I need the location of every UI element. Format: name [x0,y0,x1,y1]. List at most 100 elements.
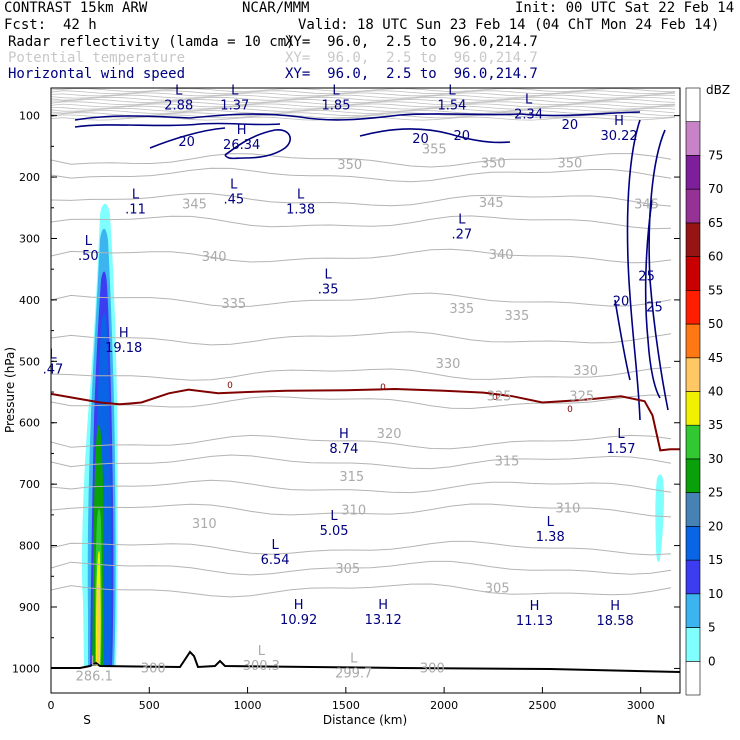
extremum-value-15: 8.74 [329,442,358,457]
extremum-value-16: 1.57 [607,442,636,457]
stratosphere-contour-9 [50,107,676,112]
colorbar-label-12: 60 [708,250,723,264]
theta-label-14: 325 [487,389,512,404]
y-tick-label-3: 400 [19,294,40,307]
stratosphere-contour-1 [50,90,676,95]
wind-contour-2 [224,129,291,160]
extremum-type-2: L [332,83,340,98]
stratosphere-contour-7 [50,103,676,108]
wind-speed-layer [74,111,669,421]
freezing-level-label-2: 0 [492,393,498,403]
extremum-type-22: H [530,599,540,614]
theta-label-7: 340 [202,250,227,265]
forecast-hour: 42 h [63,17,97,33]
freezing-level-line [50,387,680,452]
extremum-value-18: 1.38 [536,530,565,545]
theta-label-12: 330 [436,357,461,372]
theta-contour-0 [50,153,672,168]
colorbar-swatch-13 [685,222,701,257]
theta-label-24: 300 [141,661,166,676]
colorbar-label-4: 20 [708,519,723,533]
theta-contour-14 [50,560,672,576]
theta-label-9: 335 [221,297,246,312]
extremum-type-1: L [231,83,239,98]
org-label: NCAR/MMM [242,0,310,16]
x-tick-label-5: 2500 [528,699,556,712]
colorbar-swatch-2 [685,593,701,628]
reflectivity-cell-7 [97,583,100,666]
x-tick-label-4: 2000 [430,699,458,712]
theta-contour-2 [50,192,672,207]
theta-contour-1 [50,167,672,183]
colorbar-swatch-17 [685,87,701,123]
potential-temperature-layer [50,88,676,598]
theta-contour-7 [50,366,672,381]
extremum-type-21: H [378,598,388,613]
theta-label-19: 310 [341,504,366,519]
extremum-type-3: L [448,83,456,98]
reflectivity-layer [81,203,664,666]
wind-contour-label-0: 20 [178,135,195,150]
extremum-value-17: 5.05 [320,524,349,539]
freezing-level-label-1: 0 [380,383,386,393]
field-wind-xy: XY= 96.0, 2.5 to 96.0,214.7 [285,66,538,82]
stratosphere-contour-6 [50,101,676,106]
extremum-value-14: .47 [43,362,64,377]
colorbar-label-14: 70 [708,182,723,196]
x-tick-label-6: 3000 [627,699,655,712]
stratosphere-contour-10 [50,110,676,114]
wind-contour-8 [614,299,631,381]
colorbar-unit: dBZ [706,83,730,97]
theta-label-25: 300 [420,661,445,676]
extremum-type-12: L [325,268,333,283]
extremum-type-10: L [85,234,93,249]
extremum-value-20: 10.92 [280,613,317,628]
wind-contour-4 [359,128,511,144]
colorbar-layer: dBZ 0 5 10 15 20 25 30 35 40 45 50 55 60 65 70 75 [685,83,730,696]
extremum-type-19: L [271,538,279,553]
extremum-type-14: L [49,347,57,362]
theta-label-11: 335 [504,309,529,324]
extremum-type-25: L [350,651,358,666]
theta-label-20: 310 [192,517,217,532]
theta-contour-5 [50,292,672,308]
freezing-level-label-3: 0 [567,405,573,415]
y-tick-label-9: 1000 [12,662,40,675]
extremum-value-2: 1.85 [322,98,351,113]
y-tick-label-1: 200 [19,171,40,184]
field-theta-name: Potential temperature [8,50,186,66]
colorbar-label-7: 35 [708,418,723,432]
theta-label-16: 320 [377,427,402,442]
theta-label-1: 350 [337,158,362,173]
y-tick-label-0: 100 [19,110,40,123]
extremum-type-6: H [614,114,624,129]
colorbar-swatch-1 [685,627,701,662]
extremum-value-12: .35 [318,283,339,298]
extremum-value-8: .45 [223,192,244,207]
colorbar-swatch-15 [685,155,701,190]
theta-contour-13 [50,540,672,556]
colorbar-label-11: 55 [708,283,723,297]
wind-contour-5 [626,119,641,421]
stratosphere-contour-4 [50,96,676,101]
wind-contour-6 [648,129,669,411]
extremum-type-7: L [132,188,140,203]
theta-label-8: 340 [489,248,514,263]
theta-contour-4 [50,248,672,264]
x-tick-label-3: 1500 [332,699,360,712]
field-reflectivity-xy: XY= 96.0, 2.5 to 96.0,214.7 [285,34,538,50]
extremum-type-5: H [237,123,247,138]
extremum-type-18: L [547,515,555,530]
extremum-type-8: L [230,177,238,192]
y-tick-label-8: 900 [19,601,40,614]
extremum-type-26: L [91,655,99,670]
extremum-type-9: L [297,188,305,203]
wind-contour-7 [644,199,661,399]
extremum-type-24: L [258,644,266,659]
forecast-label: Fcst: [4,17,47,33]
extremum-value-24: 300.3 [243,659,280,674]
stratosphere-contour-3 [50,94,676,99]
reflectivity-cell-north [655,474,664,562]
